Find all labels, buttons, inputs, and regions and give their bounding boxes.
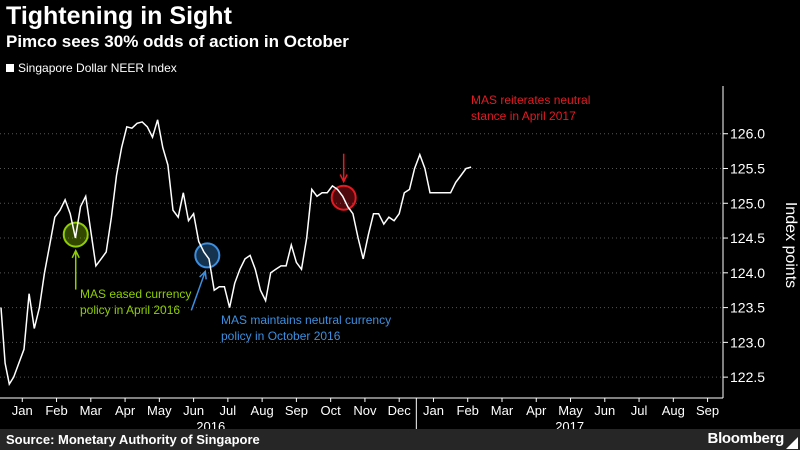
x-tick-label: Sep xyxy=(696,403,719,418)
legend-label: Singapore Dollar NEER Index xyxy=(18,61,177,75)
bloomberg-logo: Bloomberg xyxy=(707,430,785,447)
annotation-red: MAS reiterates neutral stance in April 2… xyxy=(471,92,590,124)
x-tick-label: Jun xyxy=(594,403,615,418)
x-tick-label: Apr xyxy=(526,403,547,418)
x-axis: Jan Feb Mar Apr May Jun Jul Aug Sep Oct Nov Dec Jan F… xyxy=(0,397,723,434)
arrow-red xyxy=(339,153,348,184)
x-tick-label: Dec xyxy=(388,403,412,418)
y-tick-label: 126.0 xyxy=(730,126,765,142)
y-tick-label: 123.0 xyxy=(730,334,765,350)
y-axis: 122.5 123.0 123.5 124.0 124.5 125.0 125.5 126.0 xyxy=(722,86,765,398)
x-tick-label: Nov xyxy=(353,403,377,418)
legend-swatch xyxy=(6,64,14,72)
arrow-blue-head xyxy=(199,269,207,280)
x-tick-label: Sep xyxy=(285,403,308,418)
x-tick-label: Jun xyxy=(183,403,204,418)
chart-title: Tightening in Sight xyxy=(6,2,232,30)
arrow-blue-shaft xyxy=(190,271,207,311)
y-axis-label: Index points xyxy=(782,202,799,288)
source-note: Source: Monetary Authority of Singapore xyxy=(6,432,260,447)
annotation-blue-line-2: policy in October 2016 xyxy=(221,329,341,343)
annotation-red-line-1: MAS reiterates neutral xyxy=(471,93,591,107)
x-tick-label: Aug xyxy=(662,403,685,418)
annotation-markers xyxy=(62,184,357,269)
x-tick-label: Jul xyxy=(220,403,237,418)
y-tick-label: 123.5 xyxy=(730,300,765,316)
x-tick-label: Feb xyxy=(45,403,67,418)
annotation-green-line-2: policy in April 2016 xyxy=(80,303,181,317)
x-tick-label: Jul xyxy=(631,403,648,418)
y-tick-label: 125.5 xyxy=(730,161,765,177)
annotation-blue-line-1: MAS maintains neutral currency xyxy=(221,313,392,327)
x-tick-label: Feb xyxy=(457,403,479,418)
x-tick-label: Jan xyxy=(423,403,444,418)
y-tick-label: 125.0 xyxy=(730,195,765,211)
series-line-neer xyxy=(0,119,472,387)
annotation-arrows xyxy=(71,153,348,311)
y-tick-label: 122.5 xyxy=(730,369,765,385)
y-tick-label: 124.0 xyxy=(730,265,765,281)
arrow-red-head xyxy=(339,174,348,184)
bloomberg-corner-icon xyxy=(786,437,798,449)
gridlines xyxy=(0,133,723,378)
x-tick-label: Apr xyxy=(115,403,136,418)
x-tick-label: May xyxy=(558,403,583,418)
x-tick-label: Aug xyxy=(251,403,274,418)
x-tick-label: Jan xyxy=(12,403,33,418)
x-tick-label: Oct xyxy=(321,403,342,418)
annotation-red-line-2: stance in April 2017 xyxy=(471,109,576,123)
annotation-blue: MAS maintains neutral currency policy in… xyxy=(221,312,391,344)
arrow-green xyxy=(71,248,80,290)
x-tick-label: May xyxy=(147,403,172,418)
footer-bar xyxy=(0,429,800,450)
y-tick-label: 124.5 xyxy=(730,230,765,246)
arrow-green-head xyxy=(71,248,80,259)
chart-subtitle: Pimco sees 30% odds of action in October xyxy=(6,32,349,51)
legend: Singapore Dollar NEER Index xyxy=(6,61,177,75)
annotation-green: MAS eased currency policy in April 2016 xyxy=(80,286,191,318)
arrow-blue xyxy=(190,269,207,311)
x-tick-label: Mar xyxy=(491,403,514,418)
x-tick-label: Mar xyxy=(80,403,103,418)
annotation-green-line-1: MAS eased currency xyxy=(80,287,192,301)
